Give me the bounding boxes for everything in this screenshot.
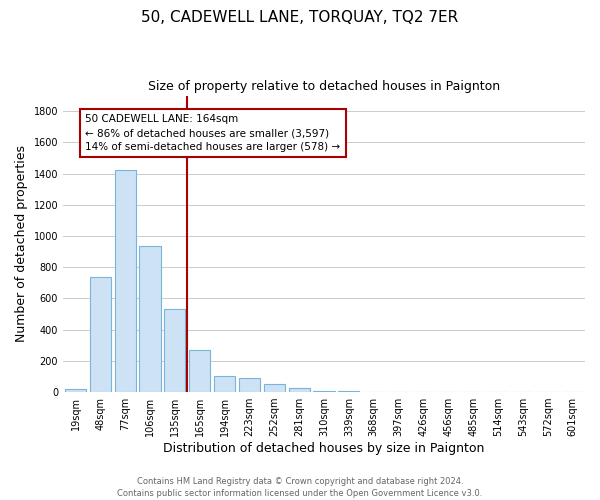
Bar bbox=[139, 246, 161, 392]
Bar bbox=[313, 390, 335, 392]
Text: 50, CADEWELL LANE, TORQUAY, TQ2 7ER: 50, CADEWELL LANE, TORQUAY, TQ2 7ER bbox=[142, 10, 458, 25]
Bar bbox=[214, 376, 235, 392]
Text: Contains HM Land Registry data © Crown copyright and database right 2024.
Contai: Contains HM Land Registry data © Crown c… bbox=[118, 476, 482, 498]
Bar bbox=[289, 388, 310, 392]
Bar bbox=[90, 278, 111, 392]
Text: 50 CADEWELL LANE: 164sqm
← 86% of detached houses are smaller (3,597)
14% of sem: 50 CADEWELL LANE: 164sqm ← 86% of detach… bbox=[85, 114, 341, 152]
X-axis label: Distribution of detached houses by size in Paignton: Distribution of detached houses by size … bbox=[163, 442, 485, 455]
Bar bbox=[264, 384, 285, 392]
Bar bbox=[164, 310, 185, 392]
Y-axis label: Number of detached properties: Number of detached properties bbox=[15, 146, 28, 342]
Title: Size of property relative to detached houses in Paignton: Size of property relative to detached ho… bbox=[148, 80, 500, 93]
Bar bbox=[65, 389, 86, 392]
Bar bbox=[239, 378, 260, 392]
Bar bbox=[189, 350, 211, 392]
Bar bbox=[115, 170, 136, 392]
